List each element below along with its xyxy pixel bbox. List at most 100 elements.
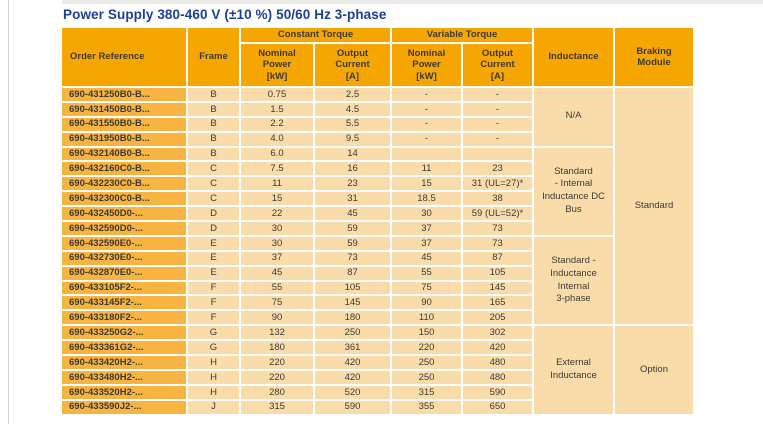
- frame-cell: B: [188, 117, 241, 133]
- frame-cell: C: [188, 177, 241, 193]
- page-top-edge: [62, 0, 763, 4]
- ct-output-current-cell: 31: [315, 192, 392, 208]
- ct-nominal-power-cell: 22: [241, 207, 315, 223]
- ct-output-current-cell: 145: [315, 296, 392, 312]
- ct-output-current-cell: 105: [315, 281, 392, 297]
- order-reference-cell: 690-432730E0-...: [62, 251, 188, 267]
- ct-nominal-power-cell: 132: [241, 326, 315, 342]
- vt-output-current-cell: 650: [463, 400, 534, 416]
- col-header-braking-module: Braking Module: [615, 28, 695, 88]
- table-row: 690-432160C0-B... C 7.5 16 11 23: [62, 162, 695, 178]
- table-row: 690-433361G2-... G 180 361 220 420: [62, 341, 695, 357]
- vt-nominal-power-cell: 150: [392, 326, 463, 342]
- frame-cell: E: [188, 266, 241, 282]
- vt-nominal-power-cell: -: [392, 102, 463, 118]
- header-row-groups: Order Reference Frame Constant Torque Va…: [62, 28, 695, 88]
- ct-output-current-cell: 520: [315, 385, 392, 401]
- ct-output-current-cell: 420: [315, 370, 392, 386]
- vt-output-current-cell: 145: [463, 281, 534, 297]
- frame-cell: E: [188, 236, 241, 252]
- frame-cell: F: [188, 281, 241, 297]
- vt-nominal-power-cell: 18.5: [392, 192, 463, 208]
- col-header-inductance: Inductance: [534, 28, 615, 88]
- frame-cell: H: [188, 385, 241, 401]
- ct-nominal-power-cell: 30: [241, 236, 315, 252]
- vt-output-current-cell: 165: [463, 296, 534, 312]
- order-reference-cell: 690-433590J2-...: [62, 400, 188, 416]
- frame-cell: B: [188, 102, 241, 118]
- inductance-group-cell: External Inductance: [534, 326, 615, 416]
- ct-nominal-power-cell: 220: [241, 356, 315, 371]
- table-row: 690-432590D0-... D 30 59 37 73: [62, 222, 695, 237]
- order-reference-cell: 690-432300C0-B...: [62, 192, 188, 208]
- order-reference-cell: 690-433520H2-...: [62, 385, 188, 401]
- vt-nominal-power-cell: 55: [392, 266, 463, 282]
- ct-output-current-cell: 5.5: [315, 117, 392, 133]
- ct-output-current-cell: 14: [315, 147, 392, 163]
- ct-nominal-power-cell: 180: [241, 341, 315, 357]
- frame-cell: J: [188, 400, 241, 416]
- table-row: 690-432590E0-... E 30 59 37 73 Standard - Indu…: [62, 236, 695, 327]
- vt-nominal-power-cell: 75: [392, 281, 463, 297]
- frame-cell: B: [188, 88, 241, 103]
- vt-nominal-power-cell: 11: [392, 162, 463, 178]
- frame-cell: G: [188, 341, 241, 357]
- frame-cell: C: [188, 162, 241, 178]
- vt-output-current-cell: 87: [463, 251, 534, 267]
- vt-output-current-cell: -: [463, 102, 534, 118]
- ct-nominal-power-cell: 37: [241, 251, 315, 267]
- ct-output-current-cell: 4.5: [315, 102, 392, 118]
- vt-output-current-cell: 31 (UL=27)*: [463, 177, 534, 193]
- vt-nominal-power-cell: -: [392, 132, 463, 148]
- ct-output-current-cell: 590: [315, 400, 392, 416]
- frame-cell: G: [188, 326, 241, 342]
- vt-nominal-power-cell: 250: [392, 356, 463, 371]
- vt-output-current-cell: -: [463, 132, 534, 148]
- vt-output-current-cell: 38: [463, 192, 534, 208]
- table-row: 690-433480H2-... H 220 420 250 480: [62, 370, 695, 386]
- col-header-vt-nominal-power: Nominal Power [kW]: [392, 44, 463, 88]
- ct-nominal-power-cell: 6.0: [241, 147, 315, 163]
- vt-output-current-cell: 302: [463, 326, 534, 342]
- table-row: 690-433420H2-... H 220 420 250 480: [62, 356, 695, 371]
- inductance-group-cell: Standard - Inductance Internal 3-phase: [534, 236, 615, 327]
- col-header-order-reference: Order Reference: [62, 28, 188, 88]
- table-row: 690-433145F2-... F 75 145 90 165: [62, 296, 695, 312]
- ct-output-current-cell: 59: [315, 236, 392, 252]
- frame-cell: E: [188, 251, 241, 267]
- order-reference-cell: 690-433480H2-...: [62, 370, 188, 386]
- vt-nominal-power-cell: [392, 147, 463, 163]
- vt-output-current-cell: 420: [463, 341, 534, 357]
- frame-cell: D: [188, 222, 241, 237]
- vt-nominal-power-cell: 37: [392, 236, 463, 252]
- order-reference-cell: 690-431250B0-B...: [62, 88, 188, 103]
- order-reference-cell: 690-432590E0-...: [62, 236, 188, 252]
- col-header-frame: Frame: [188, 28, 241, 88]
- table-row: 690-433590J2-... J 315 590 355 650: [62, 400, 695, 416]
- order-reference-cell: 690-431550B0-B...: [62, 117, 188, 133]
- ct-nominal-power-cell: 0.75: [241, 88, 315, 103]
- header-row-subcolumns: Nominal Power [kW] Output Current [A] No…: [62, 44, 695, 88]
- table-row: 690-431550B0-B... B 2.2 5.5- -: [62, 117, 695, 133]
- vt-nominal-power-cell: 220: [392, 341, 463, 357]
- order-reference-cell: 690-433180F2-...: [62, 311, 188, 327]
- ct-nominal-power-cell: 280: [241, 385, 315, 401]
- vt-nominal-power-cell: 37: [392, 222, 463, 237]
- ct-output-current-cell: 73: [315, 251, 392, 267]
- col-group-constant-torque: Constant Torque: [241, 28, 392, 44]
- table-row: 690-431950B0-B... B 4.0 9.5- -: [62, 132, 695, 148]
- vt-nominal-power-cell: -: [392, 88, 463, 103]
- ct-output-current-cell: 59: [315, 222, 392, 237]
- ct-output-current-cell: 45: [315, 207, 392, 223]
- ct-output-current-cell: 2.5: [315, 88, 392, 103]
- vt-output-current-cell: 480: [463, 370, 534, 386]
- vt-nominal-power-cell: 30: [392, 207, 463, 223]
- ct-nominal-power-cell: 220: [241, 370, 315, 386]
- inductance-group-cell: Standard - Internal Inductance DC Bus: [534, 147, 615, 237]
- vt-output-current-cell: 590: [463, 385, 534, 401]
- ct-nominal-power-cell: 7.5: [241, 162, 315, 178]
- order-reference-cell: 690-433420H2-...: [62, 356, 188, 371]
- order-reference-cell: 690-433105F2-...: [62, 281, 188, 297]
- order-reference-cell: 690-432450D0-...: [62, 207, 188, 223]
- table-row: 690-432870E0-... E 45 87 55 105: [62, 266, 695, 282]
